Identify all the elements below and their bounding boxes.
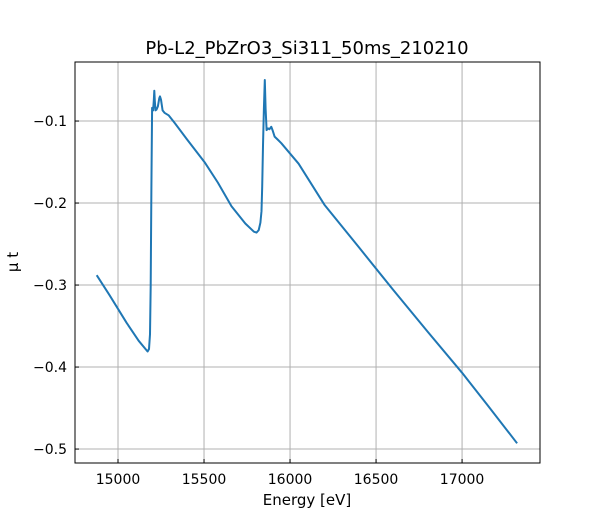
x-axis-label: Energy [eV] <box>263 491 351 509</box>
y-tick-label: −0.3 <box>33 278 67 294</box>
plot-frame <box>74 61 541 464</box>
ticks: 15000 15500 16000 16500 17000 −0.1 −0.2 −0.3 −0.… <box>33 114 484 488</box>
x-tick-label: 15000 <box>96 472 141 488</box>
y-tick-label: −0.4 <box>33 360 67 376</box>
y-tick-label: −0.2 <box>33 196 67 212</box>
x-tick-label: 16500 <box>354 472 399 488</box>
x-tick-label: 16000 <box>268 472 313 488</box>
y-tick-label: −0.1 <box>33 114 67 130</box>
x-tick-label: 17000 <box>440 472 485 488</box>
y-axis-label: μ t <box>4 252 22 272</box>
series-group <box>95 79 518 444</box>
series-line-mu_t <box>95 79 518 444</box>
y-tick-label: −0.5 <box>33 442 67 458</box>
x-tick-label: 15500 <box>182 472 227 488</box>
chart-title: Pb-L2_PbZrO3_Si311_50ms_210210 <box>145 38 468 59</box>
